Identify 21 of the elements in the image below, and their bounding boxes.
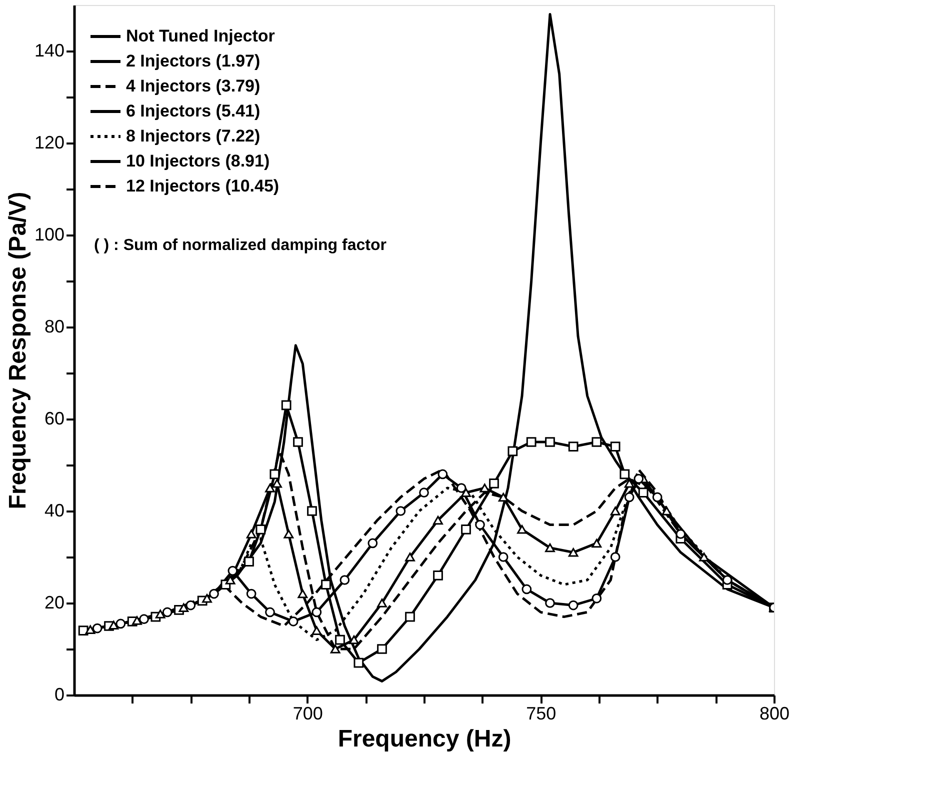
x-tick-label: 700: [292, 704, 323, 724]
legend-label: 2 Injectors (1.97): [126, 52, 260, 70]
y-tick-label: 0: [54, 684, 64, 704]
y-tick-label: 140: [34, 40, 64, 60]
y-tick-label: 100: [34, 224, 64, 244]
y-tick-label: 20: [44, 592, 64, 612]
legend-label: 4 Injectors (3.79): [126, 76, 260, 96]
legend-label: 8 Injectors (7.22): [126, 126, 260, 146]
y-tick-label: 60: [44, 408, 64, 428]
x-axis-title: Frequency (Hz): [338, 726, 512, 752]
legend-label: 10 Injectors (8.91): [126, 152, 270, 170]
annotation: ( ) : Sum of normalized damping factor: [94, 237, 386, 254]
x-tick-label: 800: [759, 704, 790, 724]
x-tick-label: 750: [526, 704, 556, 724]
y-tick-label: 40: [44, 500, 64, 520]
y-tick-label: 120: [34, 132, 64, 152]
legend-label: Not Tuned Injector: [126, 26, 276, 46]
y-axis-title: Frequency Response (Pa/V): [4, 192, 32, 510]
y-tick-label: 80: [44, 316, 64, 336]
legend-label: 12 Injectors (10.45): [126, 176, 280, 196]
legend-label: 6 Injectors (5.41): [126, 102, 260, 120]
